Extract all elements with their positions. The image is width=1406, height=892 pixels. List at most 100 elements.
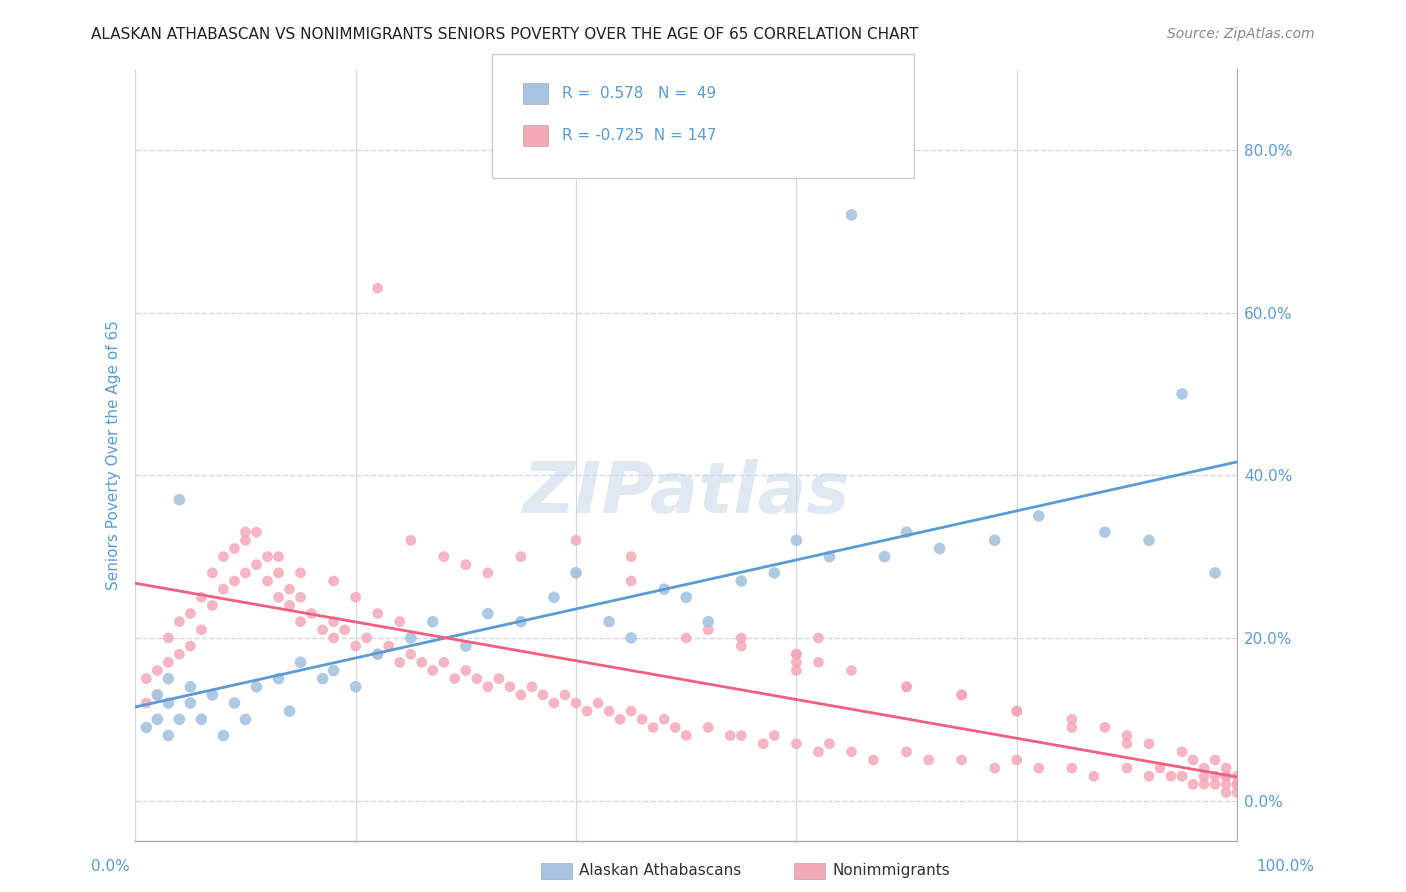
Point — [190, 591, 212, 605]
Point — [212, 729, 235, 743]
Point — [443, 672, 465, 686]
Point — [344, 591, 367, 605]
Point — [1005, 753, 1028, 767]
Point — [1182, 777, 1205, 791]
Point — [290, 566, 312, 580]
Point — [322, 574, 344, 588]
Point — [201, 566, 224, 580]
Point — [896, 745, 918, 759]
Point — [510, 688, 533, 702]
Point — [169, 712, 191, 726]
Point — [730, 639, 752, 653]
Point — [1215, 785, 1237, 799]
Point — [752, 737, 775, 751]
Point — [179, 639, 201, 653]
Point — [1215, 761, 1237, 775]
Point — [1226, 769, 1249, 783]
Point — [565, 696, 588, 710]
Point — [422, 615, 444, 629]
Point — [950, 688, 973, 702]
Point — [675, 729, 697, 743]
Point — [454, 664, 477, 678]
Point — [598, 704, 620, 718]
Point — [763, 566, 786, 580]
Y-axis label: Seniors Poverty Over the Age of 65: Seniors Poverty Over the Age of 65 — [107, 320, 121, 590]
Point — [477, 607, 499, 621]
Point — [388, 656, 411, 670]
Point — [1204, 777, 1226, 791]
Point — [565, 533, 588, 548]
Text: Nonimmigrants: Nonimmigrants — [832, 863, 950, 878]
Point — [785, 656, 807, 670]
Point — [1204, 753, 1226, 767]
Point — [311, 623, 333, 637]
Point — [652, 712, 675, 726]
Text: Source: ZipAtlas.com: Source: ZipAtlas.com — [1167, 27, 1315, 41]
Point — [785, 533, 807, 548]
Point — [169, 492, 191, 507]
Point — [896, 680, 918, 694]
Point — [620, 549, 643, 564]
Point — [245, 680, 267, 694]
Point — [730, 631, 752, 645]
Point — [807, 745, 830, 759]
Point — [146, 712, 169, 726]
Point — [245, 525, 267, 540]
Point — [652, 582, 675, 596]
Point — [609, 712, 631, 726]
Point — [1215, 769, 1237, 783]
Point — [554, 688, 576, 702]
Text: Alaskan Athabascans: Alaskan Athabascans — [579, 863, 741, 878]
Point — [224, 574, 246, 588]
Point — [135, 696, 157, 710]
Point — [235, 566, 257, 580]
Point — [1028, 508, 1050, 523]
Point — [950, 688, 973, 702]
Point — [399, 533, 422, 548]
Point — [267, 672, 290, 686]
Point — [1094, 525, 1116, 540]
Point — [454, 639, 477, 653]
Point — [785, 647, 807, 661]
Point — [477, 680, 499, 694]
Point — [235, 525, 257, 540]
Point — [267, 566, 290, 580]
Text: R =  0.578   N =  49: R = 0.578 N = 49 — [562, 87, 717, 101]
Text: 100.0%: 100.0% — [1257, 859, 1315, 874]
Point — [1028, 761, 1050, 775]
Point — [322, 664, 344, 678]
Point — [1137, 737, 1160, 751]
Point — [565, 566, 588, 580]
Point — [565, 566, 588, 580]
Point — [1192, 769, 1215, 783]
Point — [499, 680, 522, 694]
Point — [510, 549, 533, 564]
Point — [146, 688, 169, 702]
Point — [586, 696, 609, 710]
Point — [730, 729, 752, 743]
Point — [818, 737, 841, 751]
Point — [763, 729, 786, 743]
Point — [278, 599, 301, 613]
Point — [510, 615, 533, 629]
Point — [146, 664, 169, 678]
Point — [697, 721, 720, 735]
Point — [201, 599, 224, 613]
Point — [1226, 785, 1249, 799]
Point — [1005, 704, 1028, 718]
Point — [1226, 777, 1249, 791]
Point — [785, 664, 807, 678]
Point — [256, 549, 278, 564]
Point — [531, 688, 554, 702]
Point — [399, 631, 422, 645]
Point — [256, 574, 278, 588]
Point — [818, 549, 841, 564]
Point — [179, 607, 201, 621]
Point — [367, 647, 389, 661]
Point — [896, 525, 918, 540]
Point — [1094, 721, 1116, 735]
Point — [367, 647, 389, 661]
Point — [344, 680, 367, 694]
Point — [675, 591, 697, 605]
Point — [1005, 704, 1028, 718]
